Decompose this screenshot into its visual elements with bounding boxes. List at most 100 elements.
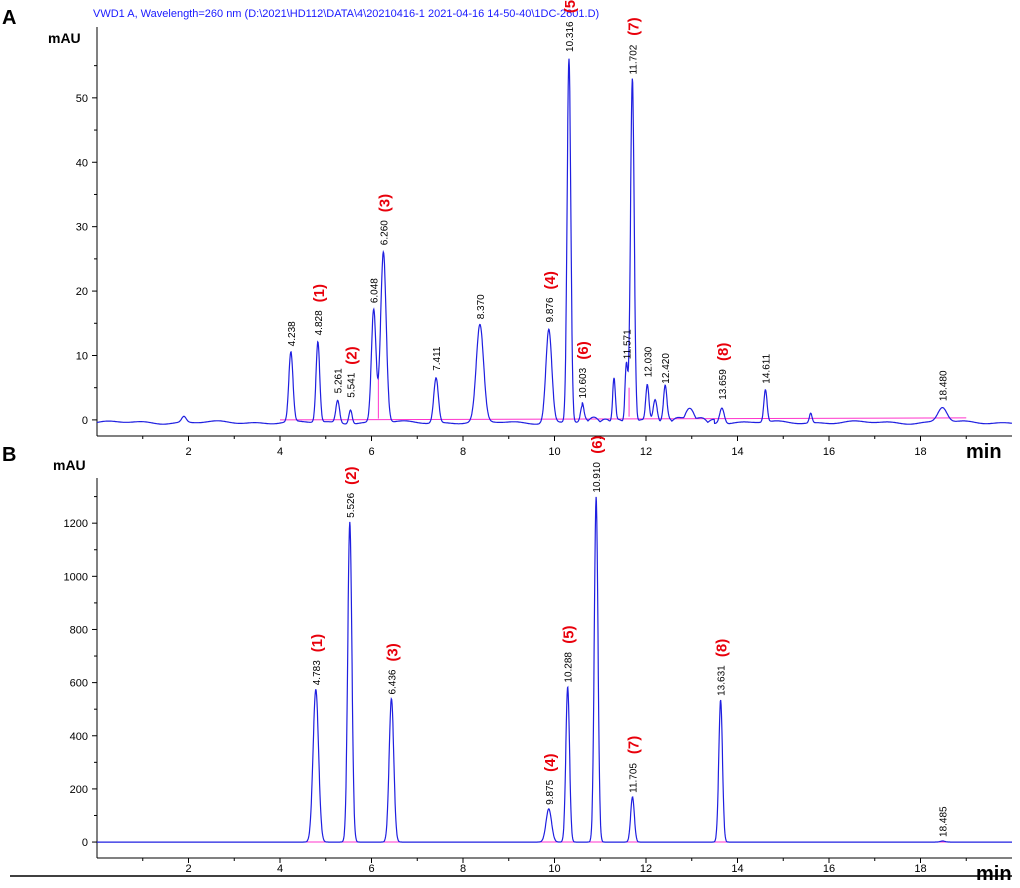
panel-b-x-ticks: 2 4 6 8 10 12 14 16 18 [142, 858, 967, 875]
peak-annotation: 11.571 [622, 329, 633, 359]
peak-annotation: 4.828 (1) [311, 284, 328, 335]
x-tick-label: 4 [277, 863, 283, 875]
compound-label: (2) [344, 346, 361, 364]
chromatogram-trace [96, 58, 1012, 425]
x-tick-label: 2 [185, 863, 191, 875]
peak-annotation: 9.876 (4) [542, 271, 559, 322]
peak-annotation: 4.238 [287, 321, 298, 346]
peak-annotation: 13.659 (8) [715, 343, 732, 400]
x-tick-label: 12 [640, 863, 652, 875]
retention-time-label: 18.485 [939, 806, 950, 837]
peak-annotation: 18.480 [938, 370, 949, 401]
retention-time-label: 10.288 [564, 652, 575, 683]
compound-label: (1) [311, 284, 328, 302]
panel-b-letter: B [2, 444, 16, 466]
y-tick-label: 40 [76, 157, 88, 169]
panel-b-ylabel: mAU [53, 457, 86, 473]
retention-time-label: 6.436 [387, 669, 398, 694]
retention-time-label: 6.260 [379, 220, 390, 245]
panel-a-x-ticks: 2 4 6 8 10 12 14 16 18 [142, 436, 967, 458]
compound-label: (1) [309, 634, 326, 652]
compound-label: (6) [589, 435, 606, 453]
retention-time-label: 9.875 [545, 779, 556, 804]
panel-a-trace [96, 58, 1012, 425]
panel-b-peak-labels: 4.783 (1) 5.526 (2) 6.436 (3) 9.875 (4) 10.288 (5… [309, 435, 950, 837]
retention-time-label: 5.261 [334, 368, 345, 393]
x-tick-label: 10 [548, 863, 560, 875]
peak-annotation: 11.705 (7) [626, 736, 643, 793]
compound-label: (4) [542, 271, 559, 289]
retention-time-label: 12.030 [643, 346, 654, 377]
peak-annotation: 5.541 (2) [344, 346, 361, 397]
y-tick-label: 400 [70, 731, 88, 743]
x-tick-label: 18 [914, 863, 926, 875]
compound-label: (5) [562, 0, 579, 13]
peak-annotation: 5.261 [334, 368, 345, 393]
panel-a-xlabel: min [966, 441, 1002, 463]
peak-annotation: 13.631 (8) [714, 639, 731, 696]
panel-a-header: VWD1 A, Wavelength=260 nm (D:\2021\HD112… [93, 8, 599, 20]
y-tick-label: 10 [76, 350, 88, 362]
x-tick-label: 14 [731, 446, 743, 458]
retention-time-label: 4.828 [314, 310, 325, 335]
compound-label: (5) [561, 625, 578, 643]
peak-annotation: 6.436 (3) [384, 643, 401, 694]
x-tick-label: 2 [185, 446, 191, 458]
peak-annotation: 10.316 (5) [562, 0, 579, 52]
chromatogram-trace [97, 496, 1012, 843]
retention-time-label: 8.370 [476, 294, 487, 319]
compound-label: (7) [625, 17, 642, 35]
retention-time-label: 7.411 [432, 346, 443, 371]
y-tick-label: 20 [76, 286, 88, 298]
peak-annotation: 10.910 (6) [589, 435, 606, 492]
y-tick-label: 50 [76, 93, 88, 105]
retention-time-label: 11.705 [629, 763, 640, 793]
compound-label: (2) [343, 467, 360, 485]
peak-annotation: 14.611 [761, 353, 772, 383]
retention-time-label: 11.571 [622, 329, 633, 359]
y-tick-label: 200 [70, 784, 88, 796]
compound-label: (3) [384, 643, 401, 661]
peak-annotation: 18.485 [939, 806, 950, 837]
retention-time-label: 6.048 [370, 278, 381, 303]
retention-time-label: 11.702 [628, 44, 639, 74]
retention-time-label: 18.480 [938, 370, 949, 401]
compound-label: (8) [714, 639, 731, 657]
y-tick-label: 800 [70, 624, 88, 636]
x-tick-label: 6 [368, 863, 374, 875]
x-tick-label: 6 [368, 446, 374, 458]
y-tick-label: 1200 [64, 518, 88, 530]
x-tick-label: 16 [823, 863, 835, 875]
x-tick-label: 8 [460, 446, 466, 458]
peak-annotation: 12.420 [661, 353, 672, 384]
peak-annotation: 8.370 [476, 294, 487, 319]
y-tick-label: 30 [76, 222, 88, 234]
x-tick-label: 12 [640, 446, 652, 458]
peak-annotation: 9.875 (4) [542, 753, 559, 804]
panel-a: A VWD1 A, Wavelength=260 nm (D:\2021\HD1… [2, 0, 1012, 463]
compound-label: (7) [626, 736, 643, 754]
retention-time-label: 10.603 [578, 367, 589, 398]
peak-annotation: 11.702 (7) [625, 17, 642, 74]
retention-time-label: 4.238 [287, 321, 298, 346]
retention-time-label: 13.631 [717, 665, 728, 696]
peak-annotation: 10.603 (6) [575, 341, 592, 398]
peak-annotation: 5.526 (2) [343, 467, 360, 518]
panel-a-baseline [279, 374, 967, 421]
x-tick-label: 10 [548, 446, 560, 458]
panel-a-axes [96, 27, 1012, 437]
retention-time-label: 5.526 [346, 492, 357, 517]
retention-time-label: 14.611 [761, 353, 772, 383]
compound-label: (3) [376, 194, 393, 212]
panel-b-xlabel: min [976, 863, 1012, 885]
y-tick-label: 600 [70, 678, 88, 690]
panel-b: B mAU min 0 200 400 600 800 1000 1200 2 4 6 8 10 12… [2, 435, 1012, 885]
peak-annotation: 7.411 [432, 346, 443, 371]
compound-label: (4) [542, 753, 559, 771]
panel-a-letter: A [2, 7, 16, 29]
peak-annotation: 6.260 (3) [376, 194, 393, 245]
retention-time-label: 9.876 [545, 297, 556, 322]
x-tick-label: 16 [823, 446, 835, 458]
peak-annotation: 4.783 (1) [309, 634, 326, 685]
